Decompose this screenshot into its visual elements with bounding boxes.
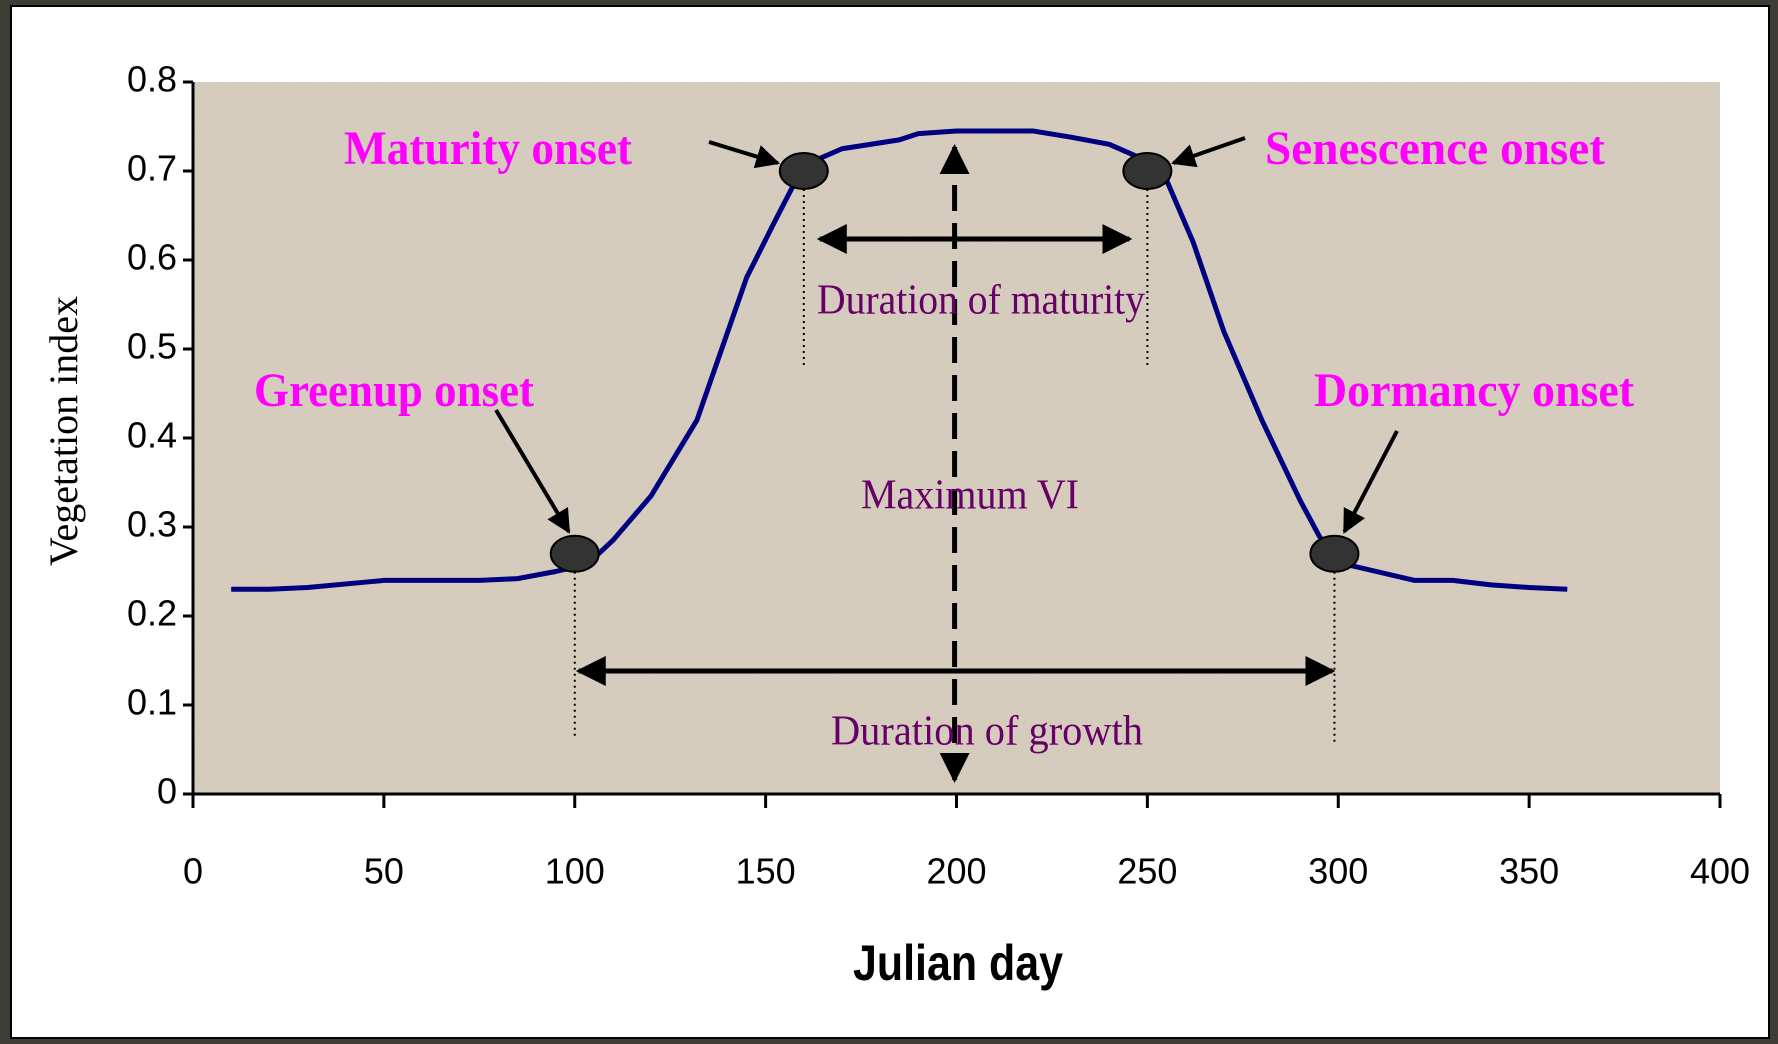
onset-label: Dormancy onset [1314, 364, 1634, 417]
x-axis-label: Julian day [853, 935, 1063, 991]
annotation: Maximum VI [861, 473, 1079, 519]
onset-marker [778, 152, 829, 190]
annotation: Duration of maturity [817, 278, 1145, 324]
onset-marker [1309, 534, 1360, 573]
y-tick-label: 0.2 [127, 593, 177, 634]
x-tick-label: 150 [736, 851, 796, 892]
x-tick-label: 250 [1117, 851, 1177, 892]
annotation: Duration of growth [831, 709, 1143, 755]
pointer-arrow [1171, 136, 1246, 168]
y-tick-label: 0.5 [127, 326, 177, 367]
y-tick-label: 0.3 [127, 504, 177, 545]
x-tick-label: 350 [1499, 851, 1559, 892]
x-tick-label: 0 [183, 851, 203, 892]
y-tick-label: 0.4 [127, 415, 177, 456]
x-tick-label: 200 [926, 851, 986, 892]
x-tick-label: 300 [1308, 851, 1368, 892]
onset-label: Greenup onset [254, 364, 534, 417]
pointer-arrow [494, 408, 571, 534]
x-tick-label: 400 [1690, 851, 1750, 892]
y-tick-label: 0.7 [127, 148, 177, 189]
x-tick-label: 50 [364, 851, 404, 892]
y-tick-label: 0.8 [127, 59, 177, 100]
onset-label: Senescence onset [1265, 122, 1605, 175]
pointer-arrow [1342, 430, 1399, 534]
pointer-arrow [708, 140, 781, 169]
onset-marker [549, 534, 600, 573]
y-tick-label: 0 [157, 771, 177, 812]
y-tick-label: 0.1 [127, 682, 177, 723]
onset-label: Maturity onset [344, 122, 632, 175]
y-tick-label: 0.6 [127, 237, 177, 278]
x-tick-label: 100 [545, 851, 605, 892]
onset-marker [1122, 152, 1173, 190]
y-axis-label: Vegetation index [41, 296, 86, 566]
